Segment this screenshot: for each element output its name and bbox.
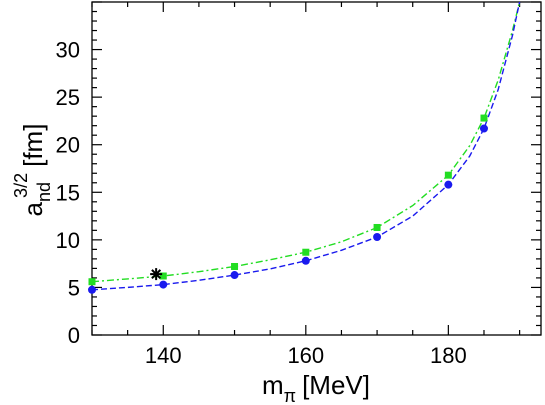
series-point-circle — [479, 124, 488, 133]
asterisk-marker — [150, 268, 163, 281]
y-axis-label: and3/2 [fm] — [11, 124, 54, 217]
y-tick-label: 5 — [68, 275, 80, 300]
series-point-square — [480, 114, 488, 122]
y-tick-label: 15 — [56, 180, 80, 205]
axis-ticks — [91, 1, 541, 336]
series-point-circle — [230, 271, 239, 280]
y-axis-label-unit: [fm] — [18, 124, 48, 167]
y-tick-label: 0 — [68, 323, 80, 348]
series-point-circle — [301, 256, 310, 265]
series-point-circle — [88, 285, 96, 294]
series-markers — [88, 114, 488, 294]
y-tick-label: 10 — [56, 228, 80, 253]
series-point-circle — [444, 180, 453, 189]
series-point-square — [302, 248, 310, 256]
y-axis-label-main: a — [18, 201, 48, 216]
y-tick-label: 20 — [56, 133, 80, 158]
y-axis-label-sup: 3/2 — [11, 173, 31, 198]
x-axis-label-main: m — [262, 370, 284, 400]
y-tick-label: 25 — [56, 85, 80, 110]
series-point-circle — [373, 233, 382, 242]
asterisk-stroke — [151, 269, 162, 280]
plot-frame — [91, 1, 542, 336]
series-line-1 — [91, 1, 521, 291]
series-point-square — [231, 262, 239, 270]
x-axis-label: mπ [MeV] — [262, 370, 370, 405]
annotations — [150, 268, 163, 281]
y-tick-label: 30 — [56, 38, 80, 63]
series-point-circle — [159, 280, 168, 289]
svg-text:and3/2[fm]: and3/2 [fm] — [11, 124, 54, 217]
y-axis-label-sub: nd — [34, 182, 54, 202]
tick-labels: 140 160 180 0 5 10 15 20 25 30 — [56, 38, 467, 368]
series-point-square — [88, 278, 96, 286]
x-tick-label: 140 — [145, 343, 182, 368]
series-line-0 — [91, 1, 521, 283]
series-point-square — [159, 272, 167, 280]
x-axis-label-unit: [MeV] — [302, 370, 370, 400]
series-point-square — [444, 171, 452, 179]
x-tick-label: 180 — [430, 343, 467, 368]
x-tick-label: 160 — [287, 343, 324, 368]
series-lines — [91, 1, 521, 291]
series-point-square — [373, 223, 381, 231]
x-axis-label-sub: π — [284, 386, 296, 405]
